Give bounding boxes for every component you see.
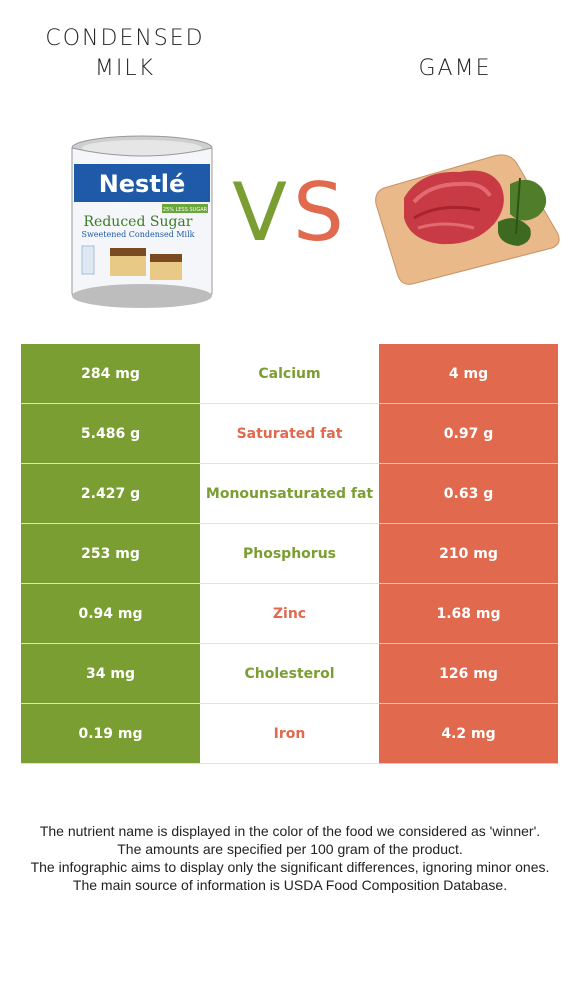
nutrient-row: 34 mg Cholesterol 126 mg	[21, 644, 558, 704]
nutrient-row: 5.486 g Saturated fat 0.97 g	[21, 404, 558, 464]
can-line1-text: Reduced Sugar	[84, 214, 193, 230]
nutrient-name-cell: Cholesterol	[200, 644, 379, 704]
footer-line-1: The nutrient name is displayed in the co…	[39, 823, 541, 839]
nutrient-name-cell: Saturated fat	[200, 404, 379, 464]
nutrient-row: 0.94 mg Zinc 1.68 mg	[21, 584, 558, 644]
can-badge-text: 25% LESS SUGAR	[163, 207, 208, 213]
nutrient-name-cell: Iron	[200, 704, 379, 764]
right-value-cell: 4 mg	[379, 344, 558, 404]
right-food-title: GAME	[360, 54, 550, 84]
nutrient-row: 284 mg Calcium 4 mg	[21, 344, 558, 404]
footer-line-3: The infographic aims to display only the…	[30, 859, 550, 875]
nutrient-name-cell: Phosphorus	[200, 524, 379, 584]
nutrient-comparison-table: 284 mg Calcium 4 mg 5.486 g Saturated fat 0.9…	[21, 344, 558, 764]
left-value-cell: 5.486 g	[21, 404, 200, 464]
nutrient-row: 253 mg Phosphorus 210 mg	[21, 524, 558, 584]
footer-line-2: The amounts are specified per 100 gram o…	[117, 841, 463, 857]
footer-line-4: The main source of information is USDA F…	[72, 877, 508, 893]
game-meat-image	[375, 154, 560, 285]
left-value-cell: 2.427 g	[21, 464, 200, 524]
left-value-cell: 253 mg	[21, 524, 200, 584]
left-value-cell: 34 mg	[21, 644, 200, 704]
left-food-title: CONDENSED MILK	[30, 24, 220, 84]
left-food-name: CONDENSED MILK	[45, 26, 205, 81]
can-line2-text: Sweetened Condensed Milk	[81, 230, 194, 239]
versus-s: S	[292, 166, 344, 259]
footer-notes: The nutrient name is displayed in the co…	[20, 822, 560, 894]
left-value-cell: 0.94 mg	[21, 584, 200, 644]
right-value-cell: 4.2 mg	[379, 704, 558, 764]
right-value-cell: 0.63 g	[379, 464, 558, 524]
nutrient-row: 2.427 g Monounsaturated fat 0.63 g	[21, 464, 558, 524]
left-value-cell: 0.19 mg	[21, 704, 200, 764]
nutrient-name-cell: Monounsaturated fat	[200, 464, 379, 524]
right-value-cell: 126 mg	[379, 644, 558, 704]
right-value-cell: 0.97 g	[379, 404, 558, 464]
versus-v: V	[232, 166, 287, 259]
nutrient-name-cell: Calcium	[200, 344, 379, 404]
right-value-cell: 1.68 mg	[379, 584, 558, 644]
versus-label: V S	[218, 168, 358, 258]
left-value-cell: 284 mg	[21, 344, 200, 404]
right-value-cell: 210 mg	[379, 524, 558, 584]
condensed-milk-can-image: Nestlé 25% LESS SUGAR Reduced Sugar Swee…	[71, 135, 213, 308]
nutrient-name-cell: Zinc	[200, 584, 379, 644]
can-brand-text: Nestlé	[99, 170, 186, 198]
nutrient-row: 0.19 mg Iron 4.2 mg	[21, 704, 558, 764]
right-food-name: GAME	[418, 56, 492, 81]
